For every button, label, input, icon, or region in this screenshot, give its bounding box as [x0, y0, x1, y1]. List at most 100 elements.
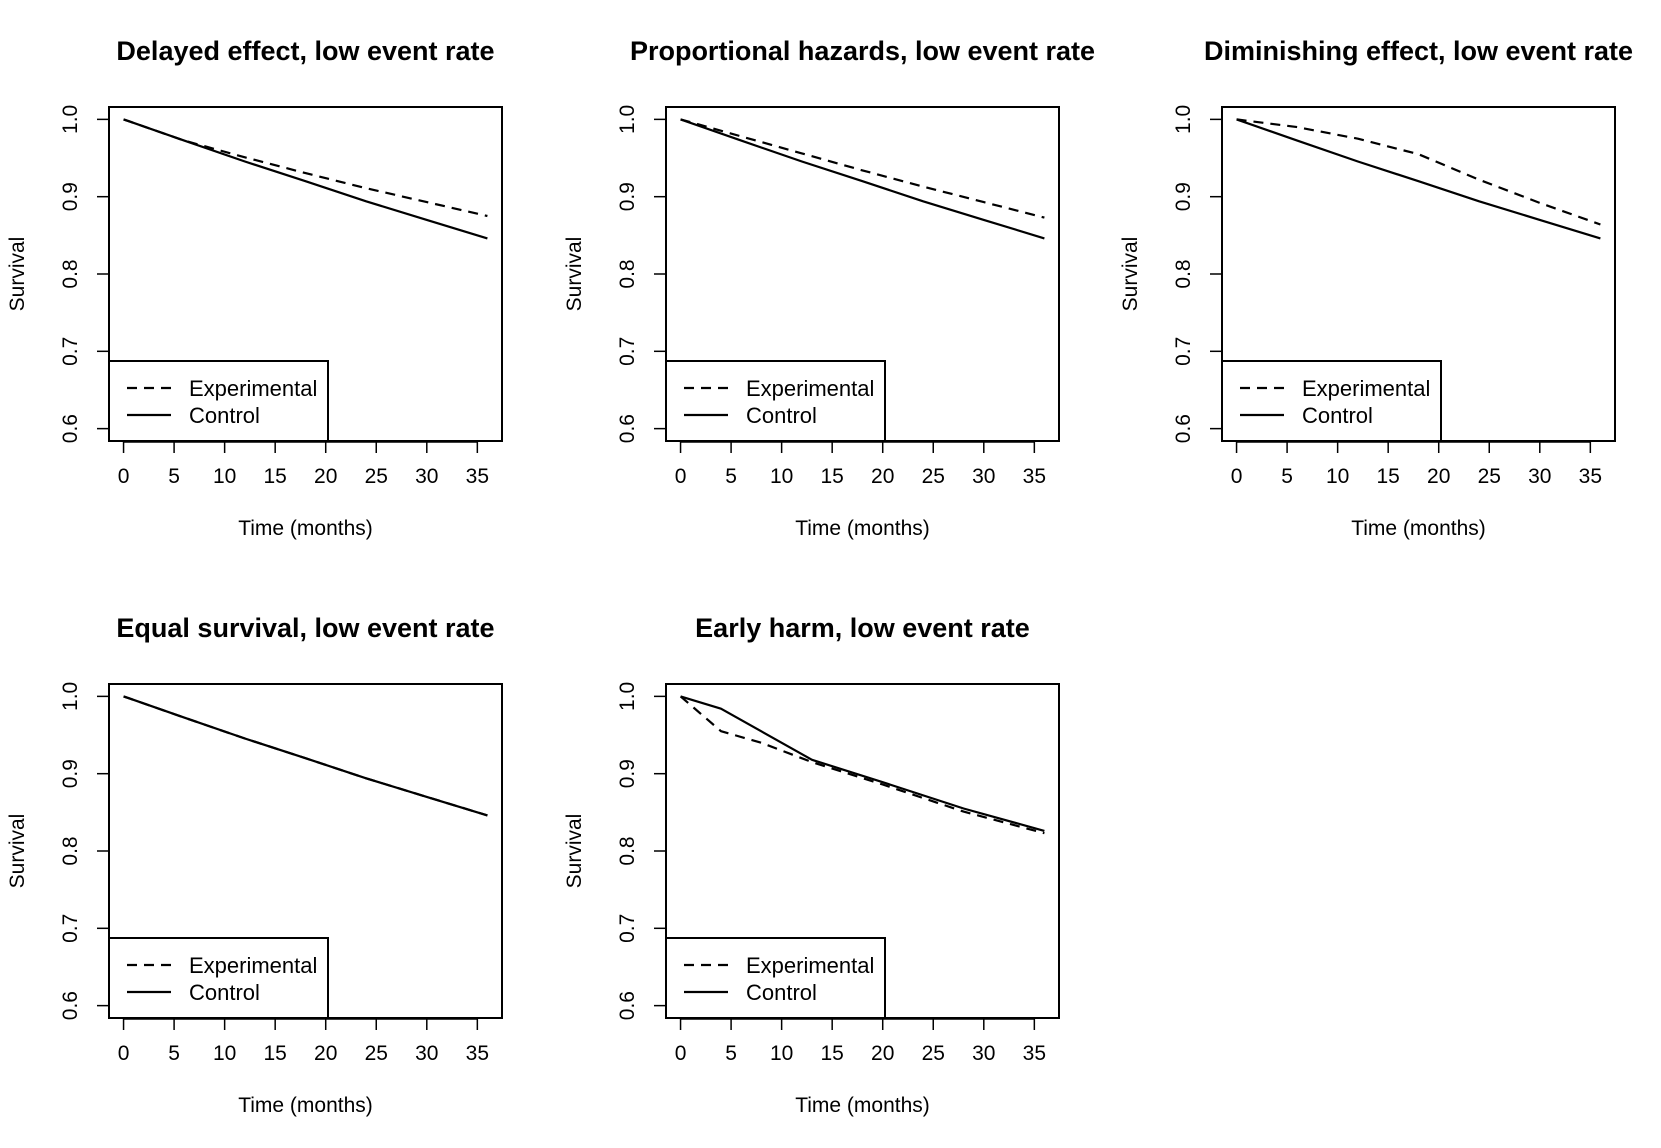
x-axis-label: Time (months)	[238, 1094, 373, 1117]
series-line-experimental	[680, 118, 1045, 219]
y-axis-label: Survival	[563, 814, 586, 889]
y-axis-label: Survival	[563, 237, 586, 312]
x-axis-label: Time (months)	[1351, 517, 1486, 540]
x-tick-label: 20	[871, 465, 894, 488]
x-tick-label: 0	[118, 1042, 130, 1065]
x-tick-label: 25	[922, 465, 945, 488]
legend-box	[665, 360, 886, 442]
y-tick-label: 0.8	[59, 836, 82, 865]
series-line-control	[123, 695, 488, 817]
x-tick-label: 10	[213, 465, 236, 488]
series-line-experimental	[123, 118, 488, 218]
x-tick-label: 25	[365, 1042, 388, 1065]
y-axis-label: Survival	[1119, 237, 1142, 312]
legend-box	[108, 360, 329, 442]
y-tick-label: 0.8	[616, 836, 639, 865]
x-tick-label: 15	[820, 465, 843, 488]
y-tick-label: 0.6	[616, 991, 639, 1020]
x-tick-label: 25	[922, 1042, 945, 1065]
chart-panel-2: Proportional hazards, low event rate 0 5 10…	[563, 36, 1095, 540]
x-axis-label: Time (months)	[238, 517, 373, 540]
x-tick-label: 10	[1326, 465, 1349, 488]
legend-label-experimental: Experimental	[189, 953, 317, 978]
legend-label-control: Control	[746, 403, 817, 428]
x-tick-label: 25	[365, 465, 388, 488]
legend-label-control: Control	[189, 403, 260, 428]
series-line-control	[680, 695, 1045, 832]
x-axis-label: Time (months)	[795, 1094, 930, 1117]
legend-label-control: Control	[1302, 403, 1373, 428]
series-line-control	[680, 118, 1045, 240]
y-tick-label: 0.8	[1172, 259, 1195, 288]
x-tick-label: 35	[1023, 465, 1046, 488]
chart-panel-1: Delayed effect, low event rate 0 5 10 15 20 25…	[6, 36, 503, 540]
series-line-experimental	[123, 695, 488, 817]
legend-box	[1221, 360, 1442, 442]
legend-label-experimental: Experimental	[746, 376, 874, 401]
x-tick-label: 35	[466, 465, 489, 488]
x-tick-label: 10	[213, 1042, 236, 1065]
x-tick-label: 5	[168, 1042, 180, 1065]
x-tick-label: 0	[1231, 465, 1243, 488]
x-tick-label: 0	[675, 1042, 687, 1065]
y-tick-label: 1.0	[616, 682, 639, 711]
chart-title: Proportional hazards, low event rate	[630, 36, 1095, 66]
legend-box	[665, 937, 886, 1019]
series-line-control	[123, 118, 488, 240]
y-axis-label: Survival	[6, 814, 29, 889]
legend-label-experimental: Experimental	[1302, 376, 1430, 401]
y-tick-label: 0.6	[59, 414, 82, 443]
legend-label-experimental: Experimental	[189, 376, 317, 401]
y-tick-label: 0.6	[59, 991, 82, 1020]
x-tick-label: 25	[1478, 465, 1501, 488]
y-tick-label: 0.9	[616, 759, 639, 788]
series-line-experimental	[679, 695, 1045, 835]
x-tick-label: 35	[466, 1042, 489, 1065]
x-tick-label: 20	[871, 1042, 894, 1065]
y-tick-label: 1.0	[1172, 105, 1195, 134]
chart-title: Early harm, low event rate	[695, 613, 1030, 643]
x-tick-label: 5	[168, 465, 180, 488]
x-tick-label: 5	[1281, 465, 1293, 488]
x-tick-label: 0	[118, 465, 130, 488]
chart-title: Delayed effect, low event rate	[116, 36, 494, 66]
y-axis-label: Survival	[6, 237, 29, 312]
y-tick-label: 1.0	[59, 105, 82, 134]
x-tick-label: 15	[263, 1042, 286, 1065]
y-tick-label: 0.6	[616, 414, 639, 443]
chart-title: Diminishing effect, low event rate	[1204, 36, 1633, 66]
x-tick-label: 15	[263, 465, 286, 488]
x-tick-label: 30	[1528, 465, 1551, 488]
y-tick-label: 0.8	[59, 259, 82, 288]
x-tick-label: 5	[725, 1042, 737, 1065]
x-tick-label: 20	[1427, 465, 1450, 488]
legend-label-control: Control	[189, 980, 260, 1005]
x-tick-label: 20	[314, 1042, 337, 1065]
legend-label-experimental: Experimental	[746, 953, 874, 978]
y-tick-label: 0.7	[616, 914, 639, 943]
x-tick-label: 30	[415, 1042, 438, 1065]
y-tick-label: 0.9	[616, 182, 639, 211]
y-tick-label: 0.9	[59, 182, 82, 211]
series-line-control	[1236, 118, 1601, 240]
x-tick-label: 30	[972, 1042, 995, 1065]
x-axis-label: Time (months)	[795, 517, 930, 540]
x-tick-label: 10	[770, 465, 793, 488]
chart-panel-3: Diminishing effect, low event rate 0 5 10 15…	[1119, 36, 1633, 540]
legend-box	[108, 937, 329, 1019]
chart-panel-4: Equal survival, low event rate 0 5 10 15 20 25…	[6, 613, 503, 1117]
legend-label-control: Control	[746, 980, 817, 1005]
x-tick-label: 30	[415, 465, 438, 488]
series-line-experimental	[1236, 118, 1601, 226]
chart-panel-5: Early harm, low event rate 0 5 10 15 20 25 30 35…	[563, 613, 1060, 1117]
x-tick-label: 35	[1579, 465, 1602, 488]
x-tick-label: 10	[770, 1042, 793, 1065]
x-tick-label: 5	[725, 465, 737, 488]
y-tick-label: 0.7	[616, 337, 639, 366]
y-tick-label: 0.6	[1172, 414, 1195, 443]
y-tick-label: 1.0	[616, 105, 639, 134]
y-tick-label: 0.8	[616, 259, 639, 288]
x-tick-label: 20	[314, 465, 337, 488]
y-tick-label: 0.9	[1172, 182, 1195, 211]
y-tick-label: 1.0	[59, 682, 82, 711]
